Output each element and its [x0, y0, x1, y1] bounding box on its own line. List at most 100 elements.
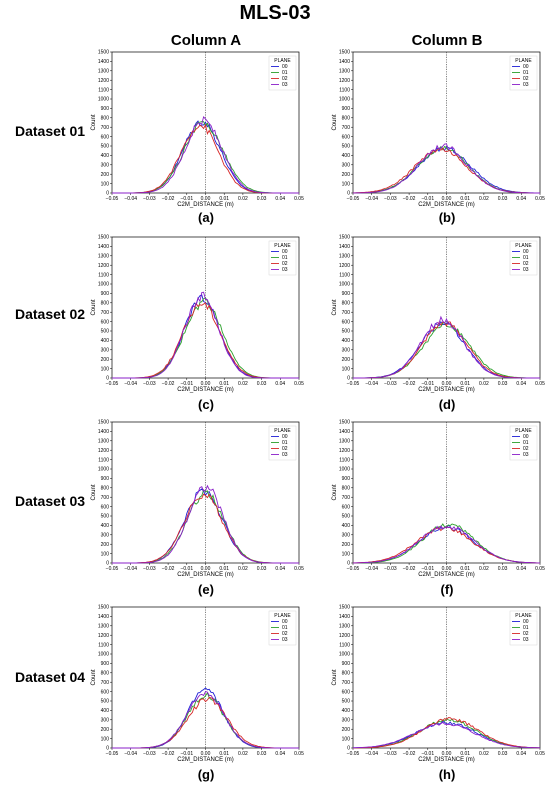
x-tick-label: −0.05	[106, 566, 119, 572]
y-tick-label: 700	[342, 680, 351, 686]
x-tick-label: 0.02	[479, 196, 489, 202]
x-tick-label: 0.01	[460, 196, 470, 202]
y-tick-label: 1500	[339, 235, 350, 241]
chart-d: 0100200300400500600700800900100011001200…	[332, 235, 545, 393]
y-tick-label: 400	[101, 708, 110, 714]
y-tick-label: 1300	[339, 439, 350, 445]
y-tick-label: 900	[342, 291, 351, 297]
legend-entry-00: 00	[523, 619, 529, 625]
x-tick-label: −0.01	[421, 751, 434, 757]
x-tick-label: 0.01	[219, 566, 229, 572]
chart-g: 0100200300400500600700800900100011001200…	[91, 605, 304, 763]
x-tick-label: 0.02	[479, 566, 489, 572]
legend-title: PLANE	[274, 58, 291, 64]
y-tick-label: 1500	[98, 50, 109, 56]
y-tick-label: 1400	[339, 614, 350, 620]
y-tick-label: 0	[106, 191, 109, 197]
y-tick-label: 400	[342, 338, 351, 344]
y-tick-label: 200	[101, 727, 110, 733]
x-tick-label: 0.01	[460, 751, 470, 757]
y-tick-label: 200	[342, 542, 351, 548]
x-tick-label: 0.02	[238, 196, 248, 202]
y-tick-label: 400	[342, 708, 351, 714]
y-tick-label: 300	[101, 348, 110, 354]
x-tick-label: 0.04	[516, 381, 526, 387]
legend-title: PLANE	[274, 243, 291, 249]
legend-entry-01: 01	[282, 440, 288, 446]
x-axis-label: C2M_DISTANCE (m)	[418, 387, 475, 393]
x-tick-label: 0.02	[238, 751, 248, 757]
x-tick-label: 0.03	[498, 381, 508, 387]
x-tick-label: −0.04	[365, 751, 378, 757]
legend-entry-01: 01	[282, 255, 288, 261]
x-tick-label: 0.05	[294, 196, 304, 202]
x-tick-label: 0.01	[219, 196, 229, 202]
y-axis-label: Count	[332, 299, 338, 315]
x-axis-label: C2M_DISTANCE (m)	[177, 202, 234, 208]
y-tick-label: 0	[347, 746, 350, 752]
legend-entry-03: 03	[282, 267, 288, 273]
x-tick-label: 0.00	[442, 381, 452, 387]
y-tick-label: 100	[342, 181, 351, 187]
legend-entry-00: 00	[523, 249, 529, 255]
legend-entry-02: 02	[282, 631, 288, 637]
x-tick-label: −0.05	[347, 381, 360, 387]
y-tick-label: 300	[101, 718, 110, 724]
y-tick-label: 700	[101, 125, 110, 131]
x-tick-label: 0.04	[516, 566, 526, 572]
y-tick-label: 500	[101, 144, 110, 150]
y-tick-label: 1100	[98, 642, 109, 648]
x-tick-label: −0.01	[421, 196, 434, 202]
column-b-header: Column B	[411, 32, 483, 49]
y-tick-label: 1100	[339, 457, 350, 463]
y-axis-label: Count	[332, 669, 338, 685]
y-tick-label: 300	[342, 533, 351, 539]
x-tick-label: 0.04	[275, 566, 285, 572]
y-tick-label: 1100	[98, 87, 109, 93]
y-tick-label: 500	[101, 329, 110, 335]
chart-c: 0100200300400500600700800900100011001200…	[91, 235, 304, 393]
x-tick-label: 0.03	[498, 196, 508, 202]
x-tick-label: 0.00	[201, 751, 211, 757]
legend-entry-00: 00	[282, 64, 288, 70]
panel-label-e: (e)	[198, 582, 214, 597]
x-tick-label: −0.05	[347, 196, 360, 202]
x-tick-label: −0.03	[143, 381, 156, 387]
x-tick-label: 0.03	[498, 566, 508, 572]
y-tick-label: 900	[342, 661, 351, 667]
chart-e: 0100200300400500600700800900100011001200…	[91, 420, 304, 578]
y-tick-label: 1500	[339, 50, 350, 56]
y-tick-label: 400	[101, 338, 110, 344]
y-tick-label: 600	[101, 504, 110, 510]
series-line-03	[353, 525, 540, 564]
legend-title: PLANE	[515, 428, 532, 434]
y-tick-label: 200	[342, 727, 351, 733]
legend-entry-00: 00	[282, 434, 288, 440]
x-tick-label: 0.02	[479, 381, 489, 387]
y-tick-label: 1200	[339, 263, 350, 269]
x-tick-label: −0.04	[365, 381, 378, 387]
x-tick-label: −0.04	[124, 751, 137, 757]
y-tick-label: 1100	[98, 272, 109, 278]
y-axis-label: Count	[91, 299, 97, 315]
series-line-03	[112, 291, 299, 379]
x-tick-label: −0.05	[106, 751, 119, 757]
x-tick-label: 0.03	[257, 381, 267, 387]
x-tick-label: 0.02	[238, 381, 248, 387]
legend-entry-03: 03	[523, 267, 529, 273]
y-axis-label: Count	[91, 669, 97, 685]
y-tick-label: 800	[101, 301, 110, 307]
x-tick-label: −0.04	[124, 566, 137, 572]
y-tick-label: 500	[342, 329, 351, 335]
legend-entry-02: 02	[523, 631, 529, 637]
y-tick-label: 800	[101, 116, 110, 122]
panel-label-d: (d)	[438, 397, 456, 412]
legend-entry-01: 01	[523, 440, 529, 446]
chart-b: 0100200300400500600700800900100011001200…	[332, 50, 545, 208]
y-tick-label: 900	[101, 291, 110, 297]
legend-entry-00: 00	[282, 249, 288, 255]
y-tick-label: 100	[101, 736, 110, 742]
y-tick-label: 100	[101, 181, 110, 187]
y-tick-label: 800	[101, 671, 110, 677]
